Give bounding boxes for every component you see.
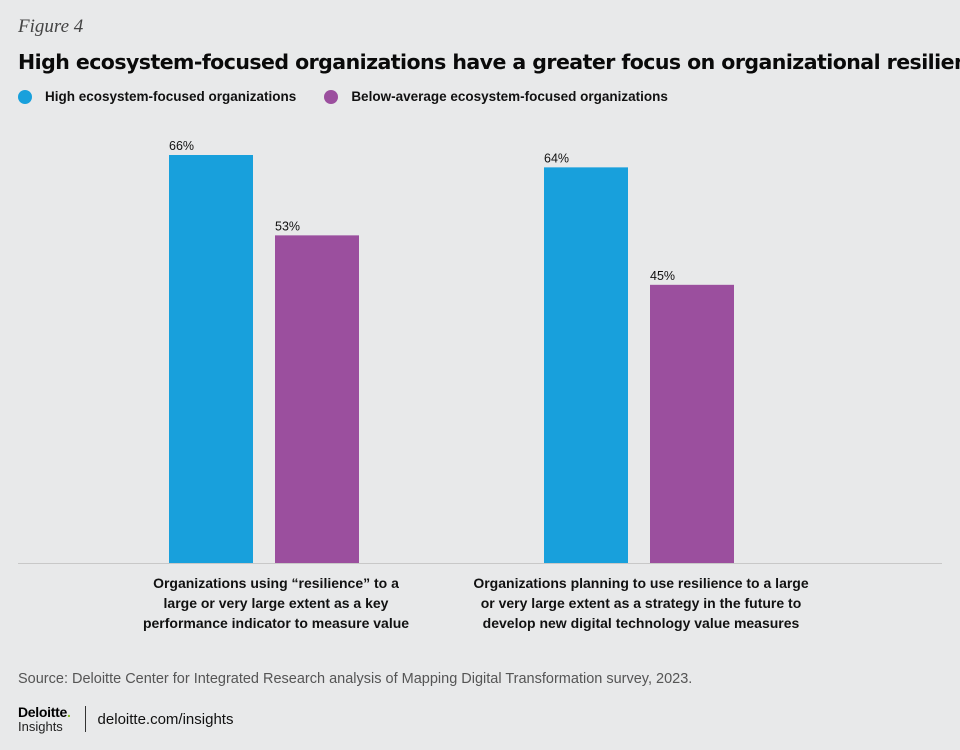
bar-below-category-2 [650, 284, 734, 563]
category-label-1: Organizations using “resilience” to a la… [106, 573, 446, 633]
category-label-1-line-3: performance indicator to measure value [142, 615, 410, 631]
data-label-below-category-1: 53% [275, 219, 300, 233]
category-label-2: Organizations planning to use resilience… [471, 573, 811, 633]
footer-divider [84, 706, 86, 732]
chart-legend: High ecosystem-focused organizations Bel… [18, 89, 696, 104]
footer-url-link[interactable]: deloitte.com/insights [97, 710, 234, 728]
legend-label-below: Below-average ecosystem-focused organiza… [351, 89, 668, 104]
data-label-high-category-2: 64% [544, 151, 569, 165]
chart-title: High ecosystem-focused organizations hav… [18, 50, 960, 74]
legend-item-high: High ecosystem-focused organizations [18, 89, 296, 104]
logo-wordmark: Deloitte. [18, 705, 71, 719]
legend-swatch-high [18, 89, 32, 104]
data-label-below-category-2: 45% [650, 269, 675, 283]
logo-subtitle: Insights [18, 719, 63, 734]
category-label-1-line-2: large or very large extent as a key [163, 595, 389, 611]
bar-high-category-1 [169, 155, 253, 563]
bar-high-category-2 [544, 167, 628, 563]
footer: Deloitte. Insights deloitte.com/insights [18, 705, 233, 733]
legend-label-high: High ecosystem-focused organizations [45, 89, 297, 104]
logo-text: Deloitte [18, 704, 67, 720]
legend-swatch-below [324, 89, 339, 104]
data-label-high-category-1: 66% [169, 139, 194, 153]
figure-label: Figure 4 [18, 16, 84, 37]
legend-item-below: Below-average ecosystem-focused organiza… [324, 89, 668, 104]
logo-green-dot: . [66, 704, 71, 720]
source-note: Source: Deloitte Center for Integrated R… [18, 671, 693, 687]
category-label-2-line-3: develop new digital technology value mea… [482, 615, 800, 631]
bar-chart: 66% 53% 64% 45% [18, 139, 942, 564]
bar-below-category-1 [275, 235, 359, 563]
category-label-2-line-1: Organizations planning to use resilience… [473, 575, 809, 591]
category-label-2-line-2: or very large extent as a strategy in th… [480, 595, 802, 611]
deloitte-insights-logo: Deloitte. Insights [18, 705, 71, 733]
category-label-1-line-1: Organizations using “resilience” to a [153, 575, 399, 591]
